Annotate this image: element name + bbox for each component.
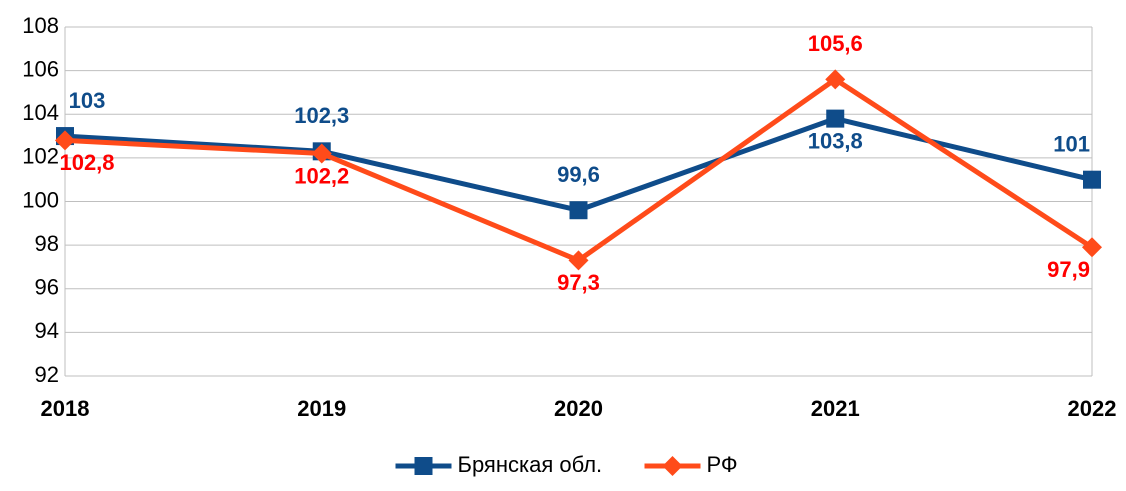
x-tick-label: 2021 xyxy=(811,396,860,421)
data-label: 97,9 xyxy=(1047,257,1090,282)
series-marker xyxy=(826,109,845,128)
legend-label: Брянская обл. xyxy=(458,452,603,477)
x-tick-label: 2018 xyxy=(41,396,90,421)
data-label: 103 xyxy=(69,88,106,113)
y-tick-label: 106 xyxy=(22,56,59,81)
data-label: 102,3 xyxy=(294,103,349,128)
series-marker xyxy=(311,143,332,164)
x-tick-label: 2019 xyxy=(297,396,346,421)
series-marker xyxy=(569,201,588,220)
y-tick-label: 100 xyxy=(22,187,59,212)
data-label: 103,8 xyxy=(808,128,863,153)
y-tick-label: 94 xyxy=(35,318,59,343)
data-label: 101 xyxy=(1053,132,1090,157)
y-tick-label: 108 xyxy=(22,13,59,38)
y-tick-label: 98 xyxy=(35,231,59,256)
series-marker xyxy=(1083,170,1101,189)
data-label: 102,2 xyxy=(294,163,349,188)
legend-marker xyxy=(414,457,433,475)
data-label: 105,6 xyxy=(808,31,863,56)
series-marker xyxy=(55,130,75,151)
data-label: 97,3 xyxy=(557,270,600,295)
data-label: 99,6 xyxy=(557,162,600,187)
x-tick-label: 2020 xyxy=(554,396,603,421)
series-marker xyxy=(1082,237,1102,258)
data-label: 102,8 xyxy=(59,150,114,175)
legend-label: РФ xyxy=(707,452,738,477)
y-tick-label: 96 xyxy=(35,275,59,300)
series xyxy=(55,69,1102,271)
series-marker xyxy=(568,250,589,271)
y-tick-label: 104 xyxy=(22,100,59,125)
x-tick-label: 2022 xyxy=(1068,396,1117,421)
series-marker xyxy=(825,69,846,90)
y-tick-label: 102 xyxy=(22,144,59,169)
legend-marker xyxy=(662,456,683,476)
y-tick-label: 92 xyxy=(35,362,59,387)
